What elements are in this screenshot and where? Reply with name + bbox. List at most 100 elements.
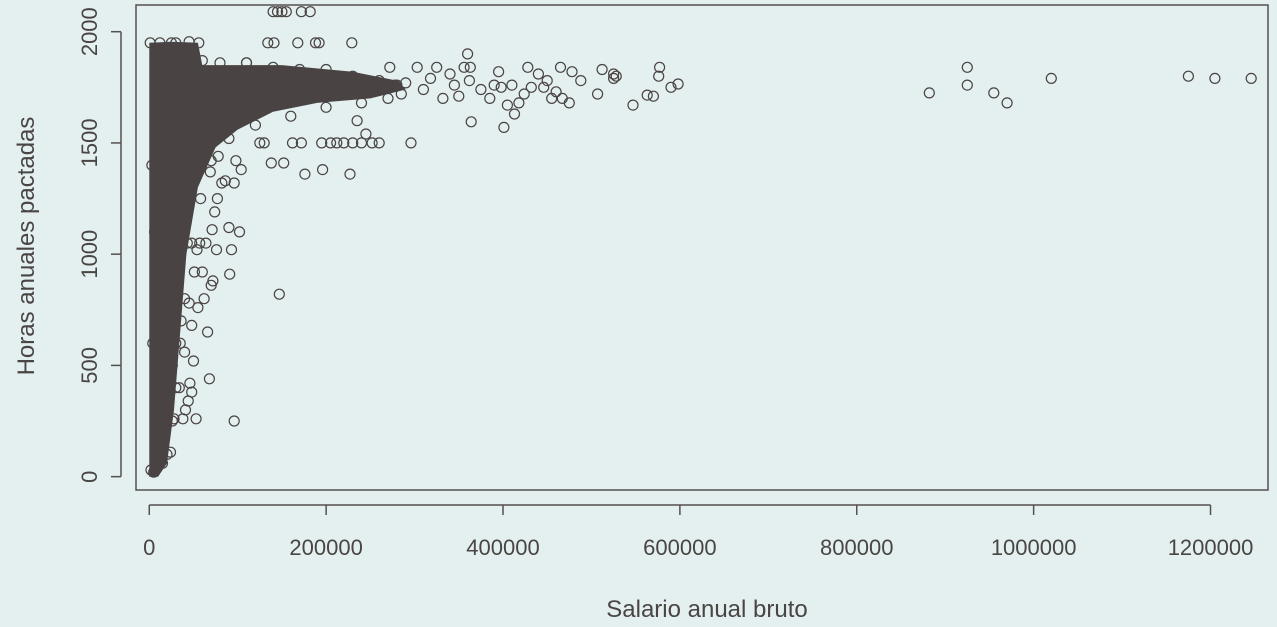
data-point bbox=[265, 157, 277, 169]
data-point bbox=[166, 415, 178, 427]
x-tick-label: 1200000 bbox=[1168, 535, 1254, 560]
data-point bbox=[1182, 70, 1195, 82]
data-point bbox=[258, 137, 270, 149]
data-point bbox=[273, 288, 285, 300]
data-point bbox=[384, 61, 396, 73]
data-point bbox=[501, 99, 513, 111]
data-point bbox=[360, 128, 372, 140]
data-point bbox=[366, 137, 378, 149]
data-point bbox=[563, 97, 575, 109]
data-point bbox=[190, 413, 202, 425]
data-point bbox=[488, 79, 500, 91]
data-point bbox=[223, 132, 235, 145]
data-point bbox=[596, 63, 608, 76]
data-point bbox=[1209, 72, 1221, 85]
data-point bbox=[498, 121, 510, 134]
data-point bbox=[204, 166, 216, 178]
data-point bbox=[373, 74, 385, 87]
data-point bbox=[177, 413, 189, 425]
data-point bbox=[411, 61, 423, 73]
data-point bbox=[210, 244, 223, 256]
y-tick-label: 1500 bbox=[77, 118, 102, 167]
data-point bbox=[518, 88, 530, 100]
data-point bbox=[325, 137, 337, 149]
data-point bbox=[331, 137, 343, 149]
data-point bbox=[268, 37, 280, 49]
data-point bbox=[347, 70, 359, 82]
data-point bbox=[591, 88, 604, 100]
data-point bbox=[988, 87, 1000, 99]
data-point bbox=[417, 83, 429, 96]
data-point bbox=[437, 92, 449, 105]
data-point bbox=[249, 119, 261, 131]
data-point bbox=[187, 355, 200, 367]
data-point bbox=[391, 79, 403, 91]
x-tick-label: 0 bbox=[143, 535, 155, 560]
data-point bbox=[188, 266, 200, 278]
data-point bbox=[211, 193, 223, 205]
data-point bbox=[174, 337, 186, 349]
dense-cloud-fill bbox=[149, 41, 406, 477]
data-point bbox=[610, 70, 622, 82]
data-point bbox=[200, 237, 212, 249]
data-point bbox=[607, 68, 620, 80]
dense-point-cloud bbox=[149, 36, 406, 477]
data-point bbox=[351, 115, 363, 127]
data-point bbox=[575, 74, 587, 87]
data-point bbox=[405, 137, 417, 149]
data-point bbox=[566, 66, 578, 78]
data-point bbox=[525, 81, 537, 93]
data-point bbox=[184, 377, 196, 389]
data-point bbox=[316, 137, 328, 149]
data-point bbox=[179, 346, 191, 358]
data-point bbox=[493, 66, 505, 78]
data-point bbox=[196, 54, 208, 67]
data-point bbox=[219, 175, 231, 187]
data-point bbox=[508, 108, 521, 120]
data-point bbox=[448, 79, 460, 91]
data-point bbox=[1245, 72, 1257, 85]
data-point bbox=[475, 83, 487, 96]
data-point bbox=[462, 48, 474, 60]
data-point bbox=[546, 92, 558, 105]
data-point bbox=[653, 61, 666, 73]
data-point bbox=[212, 150, 224, 162]
data-point bbox=[1045, 72, 1057, 85]
data-point bbox=[285, 110, 297, 122]
data-point bbox=[495, 81, 507, 93]
data-point bbox=[463, 74, 475, 87]
data-point bbox=[262, 37, 274, 49]
y-tick-label: 1000 bbox=[77, 230, 102, 279]
data-point bbox=[276, 6, 288, 18]
data-point bbox=[344, 168, 356, 180]
data-point bbox=[382, 92, 394, 105]
data-point bbox=[186, 237, 198, 249]
x-tick-label: 600000 bbox=[643, 535, 716, 560]
data-point bbox=[209, 206, 221, 218]
data-point bbox=[192, 302, 204, 314]
data-point bbox=[295, 6, 307, 18]
y-tick-label: 2000 bbox=[77, 7, 102, 56]
data-point bbox=[205, 279, 217, 291]
data-point bbox=[464, 61, 476, 73]
data-point bbox=[203, 373, 215, 385]
data-point bbox=[532, 68, 545, 80]
data-point bbox=[506, 79, 518, 91]
data-point bbox=[161, 448, 173, 460]
data-point bbox=[556, 92, 568, 105]
data-point bbox=[338, 137, 350, 149]
y-axis-title: Horas anuales pactadas bbox=[13, 117, 40, 376]
data-point bbox=[513, 97, 525, 109]
data-point bbox=[267, 6, 279, 18]
data-point bbox=[216, 177, 228, 189]
data-point bbox=[424, 72, 437, 85]
data-point bbox=[647, 90, 660, 102]
data-point bbox=[607, 72, 620, 85]
data-point bbox=[170, 37, 182, 49]
data-point bbox=[191, 244, 203, 256]
data-point bbox=[444, 68, 456, 80]
y-tick-label: 500 bbox=[77, 347, 102, 384]
data-point bbox=[346, 37, 358, 49]
x-axis-title: Salario anual bruto bbox=[606, 596, 807, 623]
